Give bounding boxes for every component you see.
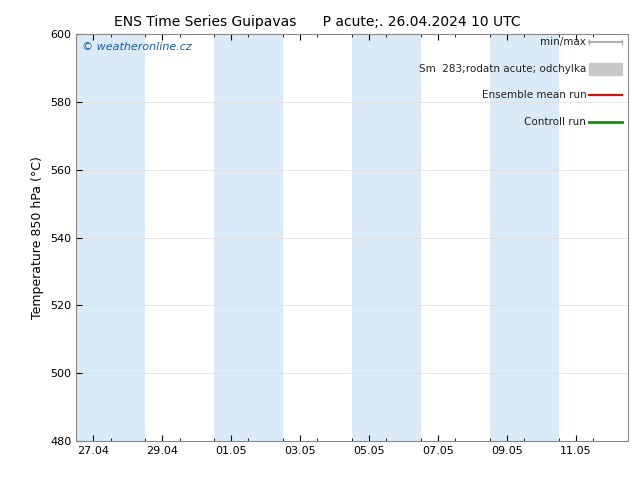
Text: Sm  283;rodatn acute; odchylka: Sm 283;rodatn acute; odchylka: [419, 64, 586, 74]
Text: Controll run: Controll run: [524, 117, 586, 127]
Bar: [489, 34, 559, 441]
Bar: [214, 34, 283, 441]
Text: min/max: min/max: [540, 37, 586, 48]
Text: Ensemble mean run: Ensemble mean run: [482, 90, 586, 100]
Text: © weatheronline.cz: © weatheronline.cz: [82, 43, 191, 52]
Text: ENS Time Series Guipavas      P acute;. 26.04.2024 10 UTC: ENS Time Series Guipavas P acute;. 26.04…: [113, 15, 521, 29]
Bar: [352, 34, 421, 441]
Bar: [76, 34, 145, 441]
Y-axis label: Temperature 850 hPa (°C): Temperature 850 hPa (°C): [32, 156, 44, 319]
